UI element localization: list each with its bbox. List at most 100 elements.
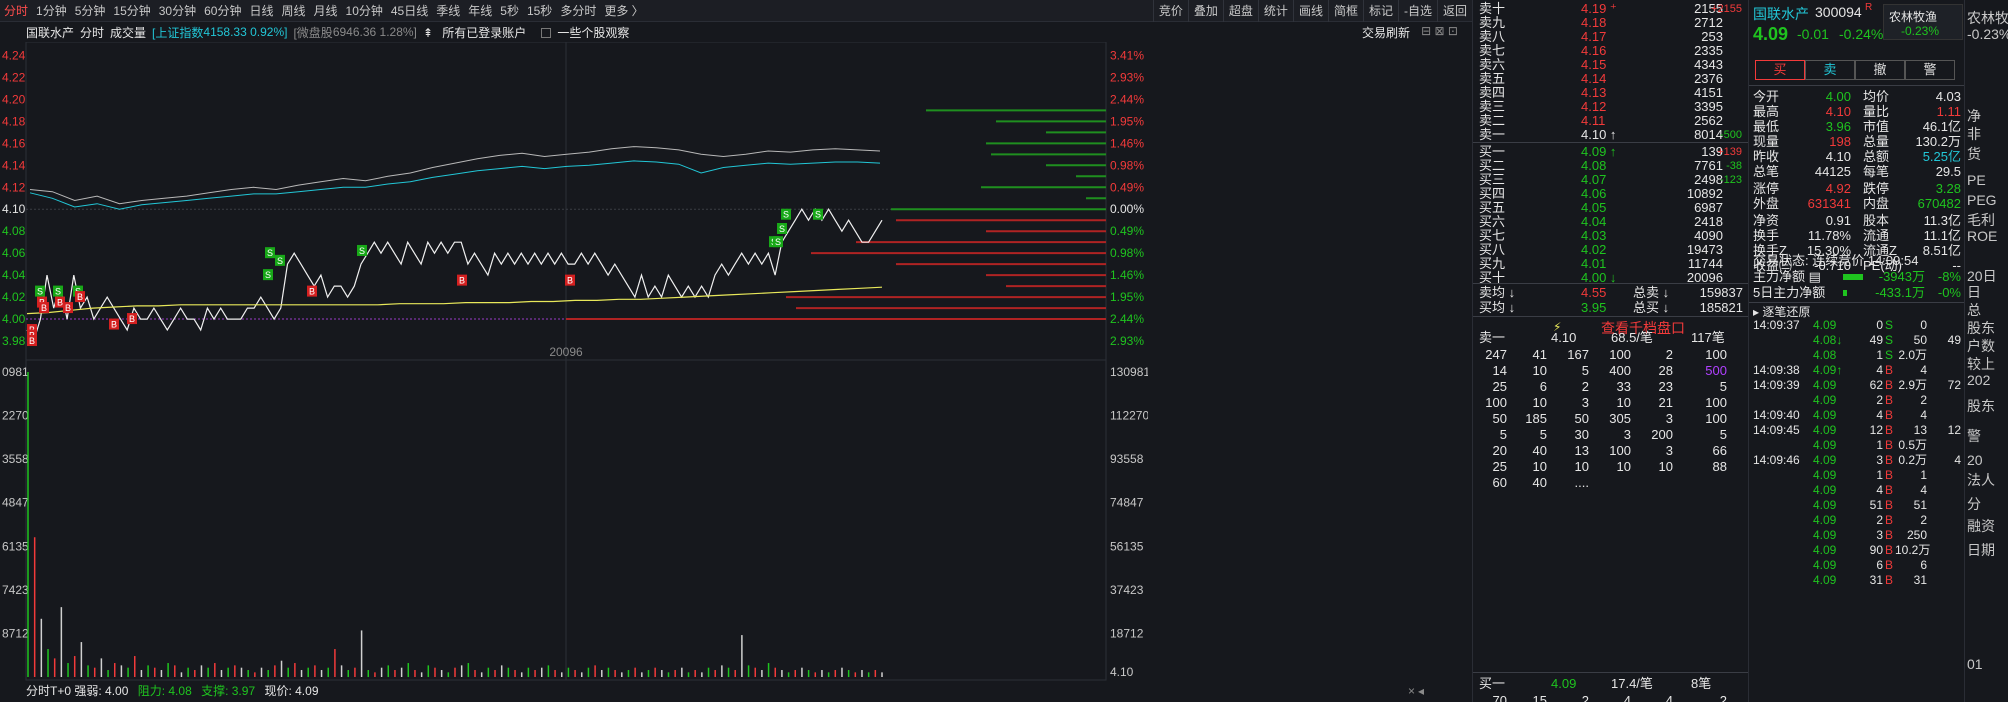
sector-box[interactable]	[1883, 4, 1963, 40]
sell-level-row[interactable]: 卖六 4.15 4343	[1473, 56, 1749, 74]
sell-level-row[interactable]: 卖三 4.12 3395	[1473, 98, 1749, 116]
buy-level-row[interactable]: 买六 4.04 2418	[1473, 213, 1749, 231]
level-price: 4.07	[1581, 172, 1607, 187]
toolbar-button[interactable]: 画线	[1292, 0, 1328, 22]
queue-row: 60 40....	[1473, 475, 1749, 491]
level-price: 4.10 ↑	[1581, 127, 1617, 142]
sell-level-row[interactable]: 卖八 4.17 253	[1473, 28, 1749, 46]
svg-text:B: B	[65, 303, 71, 313]
sell-level-row[interactable]: 卖九 4.18 2712	[1473, 14, 1749, 32]
intraday-chart[interactable]: 4.24 3.41% 4.22 2.93% 4.20 2.44% 4.18 1.95% 4.16…	[0, 42, 1148, 682]
account-selector[interactable]: ⇞ 所有已登录账户	[423, 24, 532, 41]
toolbar-button[interactable]: 简框	[1327, 0, 1363, 22]
buy-level-row[interactable]: 买八 4.02 19473	[1473, 241, 1749, 259]
queue-cell: 25	[1492, 459, 1507, 474]
buy-level-row[interactable]: 买五 4.05 6987	[1473, 199, 1749, 217]
alert-button[interactable]: 警	[1905, 60, 1955, 80]
view-depth-link[interactable]: 查看千档盘口	[1601, 320, 1685, 336]
scroll-left-icon[interactable]: ◂	[1418, 684, 1425, 698]
svg-text:B: B	[567, 276, 573, 286]
toolbar-button[interactable]: -自选	[1397, 0, 1437, 22]
sell-marker: S	[777, 223, 787, 235]
toolbar-button[interactable]: 返回	[1436, 0, 1472, 22]
tick-cumulative: 6	[1920, 558, 1927, 572]
period-tab[interactable]: 5分钟	[74, 3, 106, 18]
period-tab[interactable]: 季线	[436, 3, 461, 18]
sell-level-row[interactable]: 卖一 4.10 ↑ 8014 -500	[1473, 126, 1749, 144]
queue-cell: 500	[1705, 363, 1727, 378]
main5-value: -433.1万	[1875, 285, 1925, 300]
period-tab[interactable]: 年线	[468, 3, 493, 18]
period-tab[interactable]: 5秒	[500, 3, 519, 18]
period-tab[interactable]: 月线	[313, 3, 338, 18]
period-tab[interactable]: 1分钟	[36, 3, 67, 18]
chart-window-controls[interactable]: ⊟ ⊠ ⊡	[1421, 24, 1458, 38]
queue-row: 20 40 13 100 3 66	[1473, 443, 1749, 459]
tick-volume: 2	[1876, 393, 1883, 407]
level-price: 4.15	[1581, 57, 1607, 72]
period-tab[interactable]: 15秒	[526, 3, 553, 18]
tick-cumulative: 2	[1920, 513, 1927, 527]
toolbar-button[interactable]: 标记	[1362, 0, 1398, 22]
period-tab[interactable]: 分时	[4, 3, 29, 18]
buy-level-row[interactable]: 买七 4.03 4090	[1473, 227, 1749, 245]
queue-cell: 400	[1609, 363, 1631, 378]
period-tab[interactable]: 30分钟	[158, 3, 197, 18]
tick-row: 14:09:38 4.09↑ 4 B 4	[1749, 363, 1965, 378]
toolbar-button[interactable]: 叠加	[1187, 0, 1223, 22]
buy-marker: B	[27, 335, 37, 347]
side-info-label: 融资	[1967, 518, 1995, 534]
buy-level-row[interactable]: 买三 4.07 2498 -123	[1473, 171, 1749, 189]
sell-level-row[interactable]: 卖七 4.16 2335	[1473, 42, 1749, 60]
close-icon[interactable]: ×	[1408, 684, 1416, 698]
sell-level-row[interactable]: 卖十 4.19 ⁺ 2155 +2155	[1473, 0, 1749, 18]
queue-avg: 68.5/笔	[1611, 330, 1653, 345]
queue-row: 70 15 2 4 4 2	[1473, 693, 1749, 702]
period-tab[interactable]: 更多 〉	[604, 3, 644, 18]
toolbar-button[interactable]: 统计	[1257, 0, 1293, 22]
last-price: 4.09	[1753, 24, 1789, 44]
side-info-label: 非	[1967, 126, 1981, 142]
buy-level-row[interactable]: 买九 4.01 11744	[1473, 255, 1749, 273]
queue-cell: 4	[1665, 693, 1673, 702]
index-overlay-label[interactable]: [上证指数	[152, 25, 204, 40]
buy-marker: B	[307, 285, 317, 297]
tick-side: B	[1885, 528, 1894, 542]
queue-cell: 100	[1705, 395, 1727, 410]
buy-level-row[interactable]: 买十 4.00 ↓ 20096	[1473, 269, 1749, 287]
toolbar-button[interactable]: 超盘	[1222, 0, 1258, 22]
tick-row: 4.09 1 B 0.5万	[1749, 438, 1965, 453]
ticks-header[interactable]: ▸ 逐笔还原	[1753, 305, 1811, 319]
sell-level-row[interactable]: 卖五 4.14 2376	[1473, 70, 1749, 88]
side-info-label: 毛利	[1967, 212, 1995, 228]
svg-text:B: B	[77, 292, 83, 302]
period-tab[interactable]: 日线	[249, 3, 274, 18]
buy-level-row[interactable]: 买二 4.08 7761 -38	[1473, 157, 1749, 175]
tick-row: 14:09:37 4.09 0 S 0	[1749, 318, 1965, 333]
watch-checkbox[interactable]: 一些个股观察	[538, 24, 635, 41]
sell-level-row[interactable]: 卖二 4.11 2562	[1473, 112, 1749, 130]
tick-price: 4.09	[1813, 438, 1837, 452]
pct-tick-label: 1.46%	[1110, 136, 1144, 150]
toolbar-button[interactable]: 竞价	[1152, 0, 1188, 22]
level-label: 卖六	[1479, 57, 1506, 72]
tick-time: 14:09:45	[1753, 423, 1800, 437]
trade-refresh-button[interactable]: 交易刷新	[1361, 26, 1410, 40]
buy-level-row[interactable]: 买四 4.06 10892	[1473, 185, 1749, 203]
buy-button[interactable]: 买	[1755, 60, 1805, 80]
queue-cell: 247	[1485, 347, 1507, 362]
micro-overlay-label[interactable]: [微盘股	[293, 25, 333, 40]
level-price: 4.18	[1581, 15, 1607, 30]
sell-button[interactable]: 卖	[1805, 60, 1855, 80]
period-tab[interactable]: 10分钟	[345, 3, 383, 18]
period-tab[interactable]: 15分钟	[113, 3, 151, 18]
period-tab[interactable]: 多分时	[560, 3, 597, 18]
cancel-order-button[interactable]: 撤	[1855, 60, 1905, 80]
period-tab[interactable]: 周线	[281, 3, 306, 18]
field-label: 今开	[1753, 89, 1780, 104]
sell-level-row[interactable]: 卖四 4.13 4151	[1473, 84, 1749, 102]
buy-level-row[interactable]: 买一 4.09 ↑ 139 +139	[1473, 143, 1749, 161]
queue-cell: 10	[1616, 459, 1631, 474]
period-tab[interactable]: 60分钟	[204, 3, 242, 18]
period-tab[interactable]: 45日线	[390, 3, 429, 18]
